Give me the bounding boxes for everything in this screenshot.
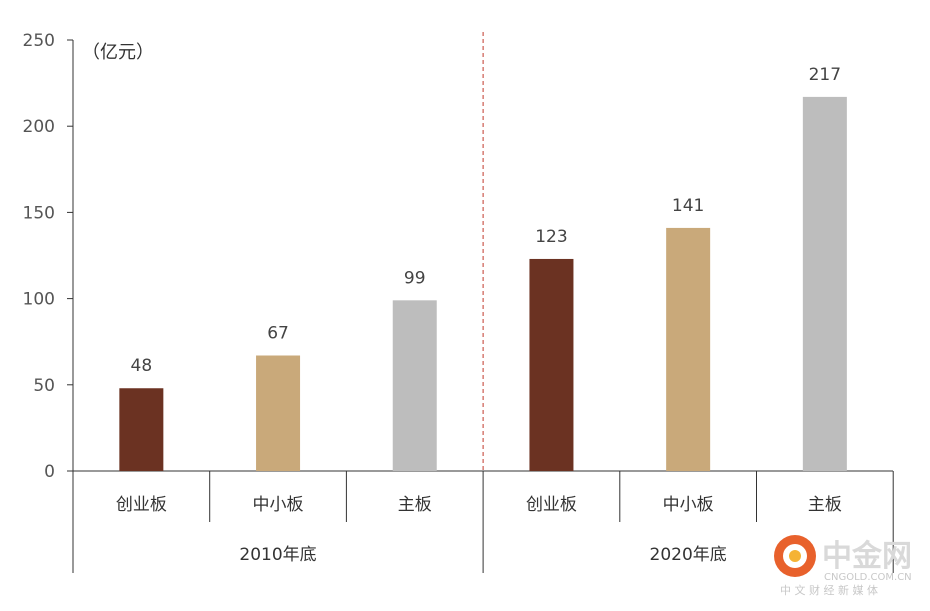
unit-label: （亿元） bbox=[82, 42, 154, 63]
category-label: 主板 bbox=[808, 495, 842, 515]
bar bbox=[666, 227, 711, 471]
bar bbox=[802, 96, 847, 471]
y-tick-label: 250 bbox=[23, 31, 55, 51]
y-tick-label: 0 bbox=[44, 462, 55, 482]
watermark-domain: CNGOLD.COM.CN bbox=[824, 572, 912, 583]
labels: 48 创业板 67 中小板 99 主板 123 创业板 141 中小板 217 主板 2010年底 202… bbox=[116, 65, 842, 565]
y-tick-label: 100 bbox=[23, 290, 55, 310]
data-label: 99 bbox=[404, 268, 426, 288]
y-tick-label: 50 bbox=[33, 376, 55, 396]
bars bbox=[119, 96, 847, 471]
bar bbox=[392, 300, 437, 471]
watermark-brand: 中金网 bbox=[822, 539, 912, 574]
axes: 0 50 100 150 200 250 bbox=[23, 31, 894, 573]
data-label: 141 bbox=[672, 196, 704, 216]
data-label: 48 bbox=[131, 356, 153, 376]
data-label: 217 bbox=[809, 65, 841, 85]
bar bbox=[119, 388, 164, 471]
bar bbox=[256, 355, 301, 471]
bar bbox=[529, 258, 574, 471]
group-label: 2020年底 bbox=[650, 545, 727, 565]
data-label: 123 bbox=[535, 227, 567, 247]
category-label: 创业板 bbox=[526, 495, 577, 515]
watermark-logo: 中金网 CNGOLD.COM.CN 中 文 财 经 新 媒 体 bbox=[774, 535, 912, 597]
logo-core-icon bbox=[789, 550, 801, 562]
category-label: 创业板 bbox=[116, 495, 167, 515]
category-label: 中小板 bbox=[663, 495, 714, 515]
category-label: 主板 bbox=[398, 495, 432, 515]
y-tick-label: 150 bbox=[23, 203, 55, 223]
watermark-tagline: 中 文 财 经 新 媒 体 bbox=[780, 583, 878, 597]
category-label: 中小板 bbox=[253, 495, 304, 515]
group-label: 2010年底 bbox=[239, 545, 316, 565]
y-tick-label: 200 bbox=[23, 117, 55, 137]
data-label: 67 bbox=[267, 323, 289, 343]
